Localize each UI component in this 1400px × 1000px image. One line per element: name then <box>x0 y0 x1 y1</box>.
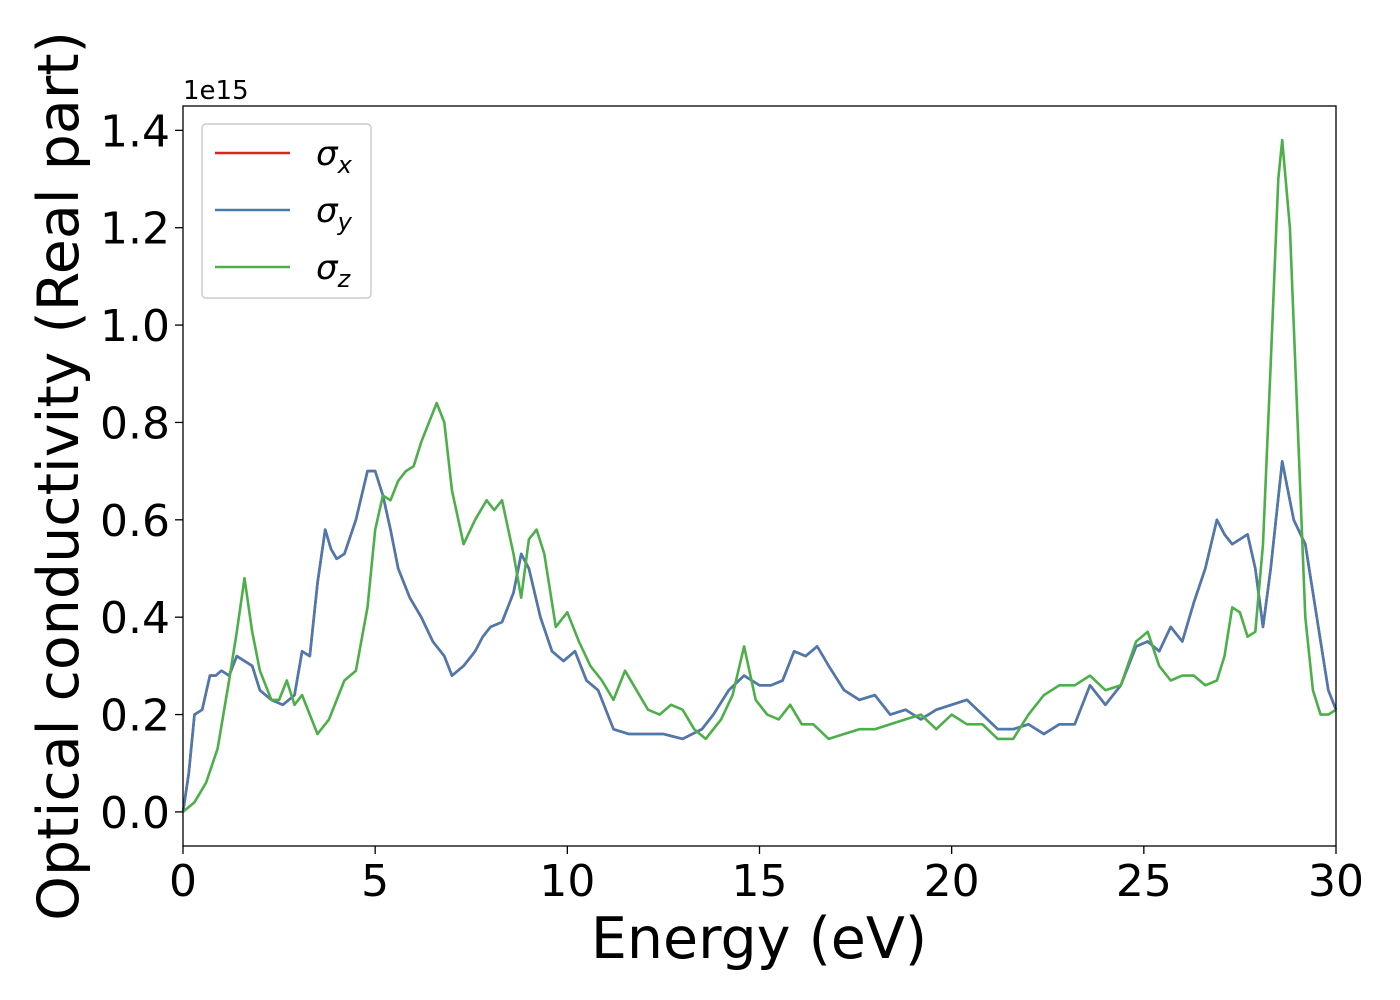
series-lines <box>181 138 1338 813</box>
legend-subscript: x <box>337 151 353 179</box>
y-axis-title: Optical conductivity (Real part) <box>26 31 92 921</box>
legend-symbol: σ <box>316 134 339 174</box>
y-tick-label: 0.8 <box>100 398 170 449</box>
legend-symbol: σ <box>316 191 339 231</box>
x-tick-label: 20 <box>924 856 980 907</box>
y-tick-label: 0.2 <box>100 691 170 742</box>
legend-label-z: σz <box>316 248 352 293</box>
x-tick-label: 0 <box>169 856 197 907</box>
x-axis: 0 5 10 15 20 25 30 <box>169 846 1364 907</box>
legend-label-y: σy <box>316 191 353 236</box>
y-tick-label: 0.6 <box>100 496 170 547</box>
plot-frame <box>182 105 1337 847</box>
x-tick-label: 5 <box>361 856 389 907</box>
legend-label-x: σx <box>316 134 353 179</box>
series-line-y <box>181 460 1338 813</box>
legend-symbol: σ <box>316 248 339 288</box>
x-tick-label: 30 <box>1308 856 1364 907</box>
x-axis-title: Energy (eV) <box>591 906 927 972</box>
y-tick-label: 0.4 <box>100 593 170 644</box>
y-axis: 0.0 0.2 0.4 0.6 0.8 1.0 1.2 1.4 <box>100 106 183 839</box>
plot-background <box>183 106 1336 846</box>
y-tick-label: 1.4 <box>100 106 170 157</box>
legend-subscript: y <box>337 208 353 236</box>
x-tick-label: 25 <box>1116 856 1172 907</box>
series-line-z <box>182 138 1337 813</box>
x-tick-label: 15 <box>732 856 788 907</box>
y-tick-label: 0.0 <box>100 788 170 839</box>
x-tick-label: 10 <box>539 856 595 907</box>
legend-subscript: z <box>337 265 352 293</box>
y-tick-label: 1.0 <box>100 301 170 352</box>
y-offset-label: 1e15 <box>183 76 249 106</box>
y-tick-label: 1.2 <box>100 204 170 255</box>
